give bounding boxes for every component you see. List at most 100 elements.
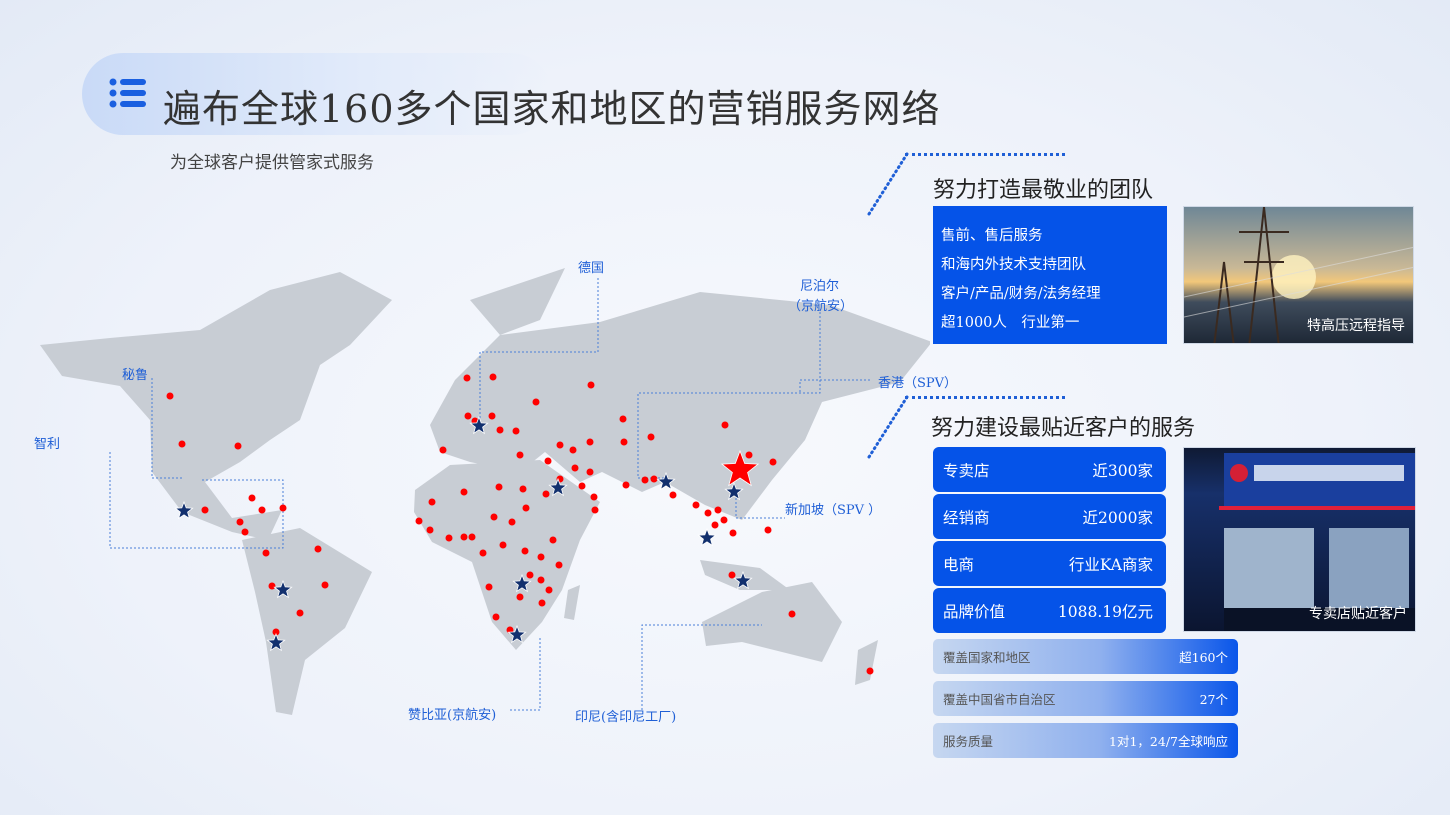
leader-line [735, 498, 785, 519]
office-dot [248, 494, 256, 502]
office-dot [508, 518, 516, 526]
office-dot [721, 421, 729, 429]
coverage-countries-bar: 覆盖国家和地区 超160个 [933, 639, 1238, 674]
office-dot [495, 483, 503, 491]
service-item-dealer: 经销商 近2000家 [933, 494, 1166, 539]
new-zealand [855, 640, 878, 685]
office-dot [538, 599, 546, 607]
connector-team-diag [867, 152, 909, 216]
office-dot [578, 482, 586, 490]
label-nepal-sub: （京航安） [788, 299, 854, 314]
service-item-store: 专卖店 近300家 [933, 447, 1166, 492]
label-indonesia: 印尼(含印尼工厂) [575, 710, 677, 725]
leader-line [641, 624, 762, 710]
office-dot [268, 582, 276, 590]
branch-star-icon [656, 471, 676, 491]
office-dot [479, 549, 487, 557]
office-dot [234, 442, 242, 450]
office-dot [439, 446, 447, 454]
greenland [470, 268, 565, 335]
service-label: 经销商 [943, 508, 990, 527]
office-dot [532, 398, 540, 406]
office-dot [692, 501, 700, 509]
service-value: 近2000家 [1082, 508, 1153, 527]
office-dot [728, 571, 736, 579]
office-dot [178, 440, 186, 448]
continents [40, 268, 930, 715]
team-box: 售前、售后服务 和海内外技术支持团队 客户/产品/财务/法务经理 超1000人 … [933, 206, 1167, 344]
leader-line [510, 638, 541, 711]
office-dot [489, 373, 497, 381]
office-dot [526, 571, 534, 579]
label-peru: 秘鲁 [122, 368, 149, 383]
page-title: 遍布全球160多个国家和地区的营销服务网络 [163, 87, 941, 131]
team-line: 超1000人 行业第一 [941, 315, 1080, 331]
office-dot [499, 541, 507, 549]
office-dot [545, 586, 553, 594]
bar-value: 超160个 [1179, 650, 1228, 665]
office-dot [704, 509, 712, 517]
office-dot [729, 529, 737, 537]
title-banner [82, 53, 552, 135]
office-dot [591, 506, 599, 514]
office-dot [555, 561, 563, 569]
store-illustration [1219, 453, 1415, 631]
office-dot [769, 458, 777, 466]
office-dot [296, 609, 304, 617]
office-dot [512, 427, 520, 435]
office-dot [542, 490, 550, 498]
branch-star-icon [174, 500, 194, 520]
team-line: 售前、售后服务 [941, 228, 1043, 244]
office-dot [788, 610, 796, 618]
bar-value: 27个 [1199, 692, 1228, 707]
office-dot [485, 583, 493, 591]
madagascar [564, 585, 580, 620]
branch-star-icon [548, 477, 568, 497]
service-title: 努力建设最贴近客户的服务 [931, 416, 1196, 441]
office-dot [586, 468, 594, 476]
office-dot [622, 481, 630, 489]
office-dot [669, 491, 677, 499]
office-dot [569, 446, 577, 454]
world-map [40, 268, 930, 715]
branch-star-icon [507, 624, 527, 644]
service-label: 品牌价值 [943, 602, 1006, 621]
team-title: 努力打造最敬业的团队 [933, 178, 1154, 203]
service-value: 近300家 [1092, 461, 1153, 480]
label-germany: 德国 [578, 261, 605, 276]
office-dot [166, 392, 174, 400]
eurasia [430, 292, 930, 520]
office-dot [522, 504, 530, 512]
office-dot [201, 506, 209, 514]
office-dot [490, 513, 498, 521]
connector-service [905, 396, 1065, 399]
office-dot [516, 593, 524, 601]
service-item-brand: 品牌价值 1088.19亿元 [933, 588, 1166, 633]
office-dot [463, 374, 471, 382]
service-label: 专卖店 [943, 461, 990, 480]
office-dot [521, 547, 529, 555]
office-dot [258, 506, 266, 514]
office-dot [262, 549, 270, 557]
list-icon [109, 78, 146, 108]
label-singapore: 新加坡（SPV ） [785, 503, 882, 518]
team-line: 客户/产品/财务/法务经理 [941, 286, 1101, 302]
office-dot [544, 457, 552, 465]
office-dot [587, 381, 595, 389]
office-dot [714, 506, 722, 514]
office-dot [549, 536, 557, 544]
office-dot [866, 667, 874, 675]
office-dot [711, 521, 719, 529]
indonesia [700, 560, 790, 590]
office-dot [279, 504, 287, 512]
north-america [40, 272, 392, 540]
office-dot [647, 433, 655, 441]
label-chile: 智利 [34, 437, 61, 452]
branch-star-icon [724, 481, 744, 501]
bar-label: 覆盖中国省市自治区 [943, 692, 1056, 707]
office-dot [445, 534, 453, 542]
office-dot [516, 451, 524, 459]
office-dot [519, 485, 527, 493]
coverage-provinces-bar: 覆盖中国省市自治区 27个 [933, 681, 1238, 716]
branch-star-icon [512, 573, 532, 593]
